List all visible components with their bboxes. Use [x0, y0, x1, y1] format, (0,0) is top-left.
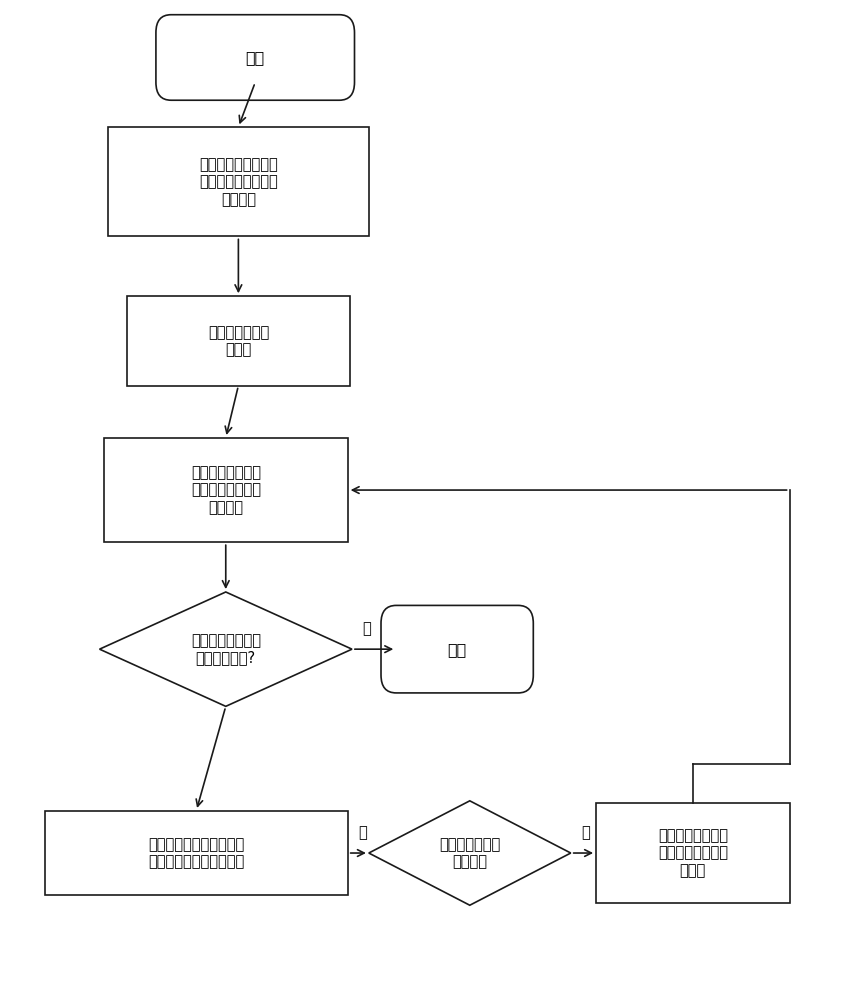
Text: 被激活的下位机向
主控器发送分配标
识的请求: 被激活的下位机向 主控器发送分配标 识的请求 — [191, 465, 261, 515]
Bar — [127, 296, 350, 386]
Text: 主控器响应于该请求向发
送请求的下位机分配标识: 主控器响应于该请求向发 送请求的下位机分配标识 — [148, 837, 245, 869]
Polygon shape — [368, 801, 571, 905]
Text: 是: 是 — [581, 825, 590, 840]
Text: 主控器在给定时间
内接收到请求?: 主控器在给定时间 内接收到请求? — [191, 633, 261, 665]
Bar — [103, 438, 348, 542]
Bar — [108, 127, 368, 236]
FancyBboxPatch shape — [381, 605, 534, 693]
Bar — [45, 811, 348, 895]
Text: 下位机不再发送请
求，并激活下一个
下位机: 下位机不再发送请 求，并激活下一个 下位机 — [658, 828, 728, 878]
Text: 下位机是否被分
配了标识: 下位机是否被分 配了标识 — [439, 837, 501, 869]
Text: 给主控器和多个下位
机通电，下位机处于
等待状态: 给主控器和多个下位 机通电，下位机处于 等待状态 — [199, 157, 278, 207]
Text: 是: 是 — [358, 825, 367, 840]
Text: 结束: 结束 — [447, 642, 467, 657]
Text: 否: 否 — [362, 621, 371, 636]
Text: 主控器激活一个
下位机: 主控器激活一个 下位机 — [208, 325, 269, 357]
Bar — [596, 803, 789, 903]
Polygon shape — [100, 592, 352, 706]
FancyBboxPatch shape — [156, 15, 355, 100]
Text: 开始: 开始 — [246, 50, 265, 65]
